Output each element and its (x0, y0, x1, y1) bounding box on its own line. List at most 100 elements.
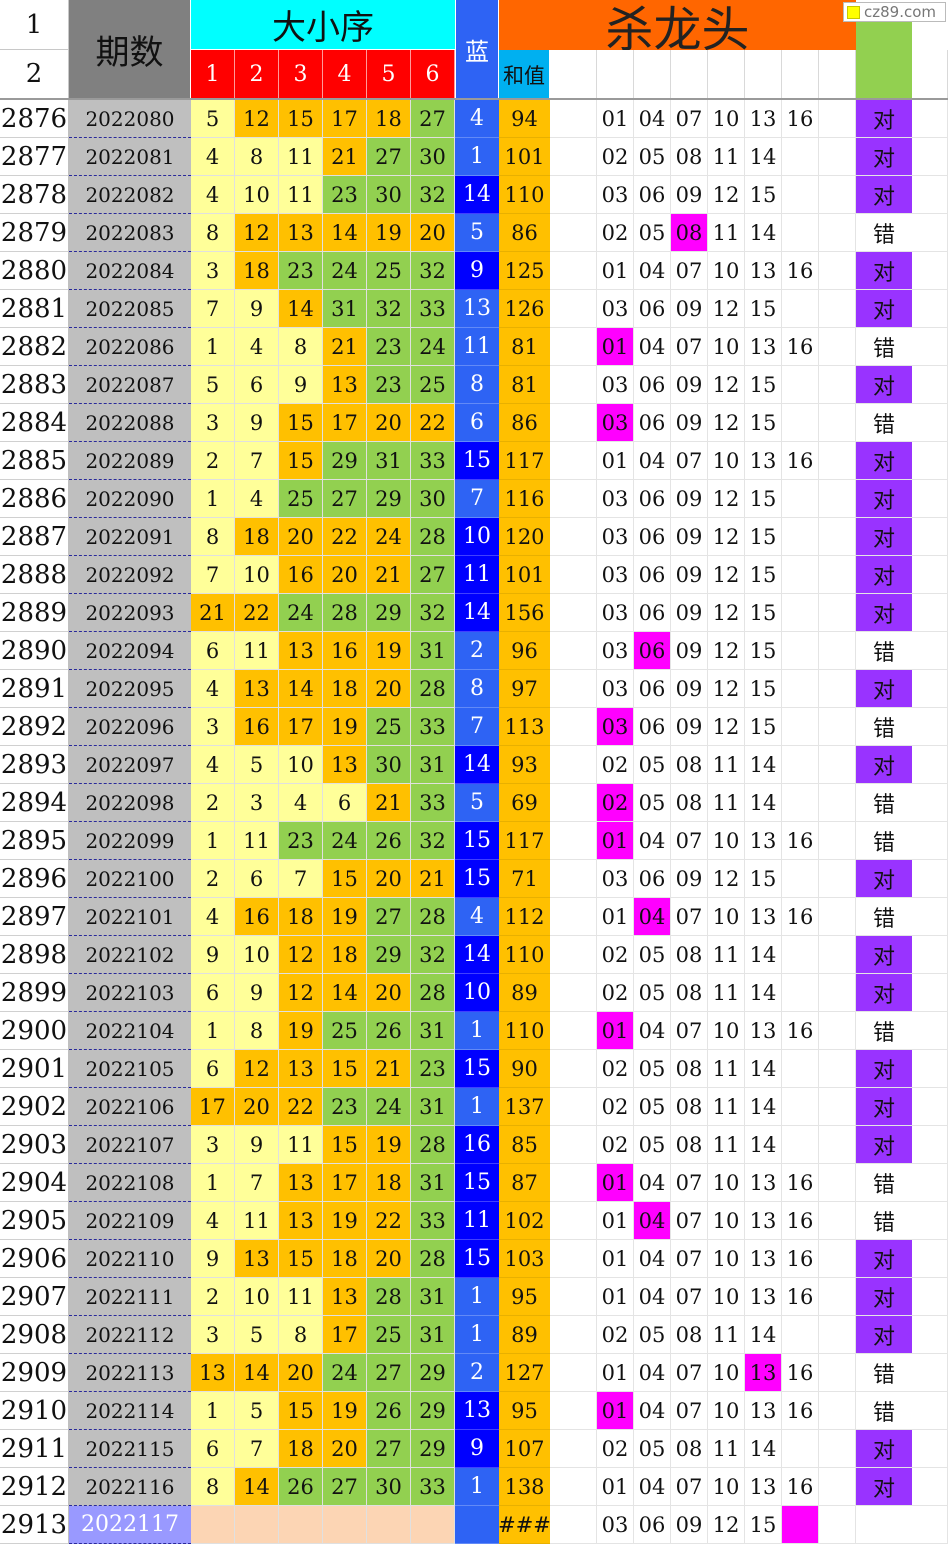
row-number[interactable]: 2876 (0, 100, 69, 138)
row-number-1[interactable]: 1 (0, 0, 69, 50)
red-ball-cell (323, 1506, 367, 1544)
sum-cell: 120 (499, 518, 550, 556)
kill-number: 04 (634, 1240, 671, 1278)
kill-number (782, 746, 819, 784)
row-number[interactable]: 2912 (0, 1468, 69, 1506)
empty-cell (819, 1278, 856, 1316)
kill-number: 16 (782, 1392, 819, 1430)
result-cell: 对 (856, 936, 912, 974)
row-number[interactable]: 2889 (0, 594, 69, 632)
kill-number (782, 1430, 819, 1468)
period-cell: 2022087 (69, 366, 191, 404)
result-cell: 错 (856, 708, 912, 746)
row-number[interactable]: 2907 (0, 1278, 69, 1316)
row-number[interactable]: 2901 (0, 1050, 69, 1088)
sum-cell: 112 (499, 898, 550, 936)
row-number[interactable]: 2890 (0, 632, 69, 670)
header-empty-cell (912, 50, 948, 99)
red-ball-cell: 5 (235, 1316, 279, 1354)
red-ball-cell: 9 (191, 1240, 235, 1278)
row-number[interactable]: 2891 (0, 670, 69, 708)
sum-cell: 103 (499, 1240, 550, 1278)
empty-cell (819, 1126, 856, 1164)
row-number[interactable]: 2909 (0, 1354, 69, 1392)
kill-number: 05 (634, 1126, 671, 1164)
row-number[interactable]: 2895 (0, 822, 69, 860)
empty-cell (912, 860, 948, 898)
blue-ball-cell: 10 (455, 974, 499, 1012)
red-ball-cell: 4 (191, 1202, 235, 1240)
empty-cell (550, 1392, 597, 1430)
row-number[interactable]: 2887 (0, 518, 69, 556)
row-number[interactable]: 2885 (0, 442, 69, 480)
kill-number (782, 1050, 819, 1088)
sum-cell: 95 (499, 1392, 550, 1430)
red-ball-cell: 16 (235, 898, 279, 936)
row-number[interactable]: 2906 (0, 1240, 69, 1278)
row-number[interactable]: 2905 (0, 1202, 69, 1240)
row-number[interactable]: 2892 (0, 708, 69, 746)
red-ball-cell: 23 (279, 822, 323, 860)
empty-cell (550, 442, 597, 480)
row-number[interactable]: 2884 (0, 404, 69, 442)
row-number[interactable]: 2877 (0, 138, 69, 176)
row-number[interactable]: 2911 (0, 1430, 69, 1468)
red-ball-cell: 29 (367, 936, 411, 974)
empty-cell (912, 708, 948, 746)
result-cell: 对 (856, 100, 912, 138)
kill-number: 07 (671, 1354, 708, 1392)
result-cell: 对 (856, 1278, 912, 1316)
sum-cell: 69 (499, 784, 550, 822)
kill-number: 04 (634, 1164, 671, 1202)
kill-number: 09 (671, 404, 708, 442)
red-ball-cell: 23 (411, 1050, 455, 1088)
row-number[interactable]: 2900 (0, 1012, 69, 1050)
empty-cell (819, 1354, 856, 1392)
row-number[interactable]: 2910 (0, 1392, 69, 1430)
ball-col-header-3: 3 (279, 50, 323, 99)
red-ball-cell: 5 (235, 746, 279, 784)
kill-number: 10 (708, 1468, 745, 1506)
row-number[interactable]: 2902 (0, 1088, 69, 1126)
row-number[interactable]: 2903 (0, 1126, 69, 1164)
red-ball-cell: 21 (323, 138, 367, 176)
header-empty-cell (634, 50, 671, 99)
row-number[interactable]: 2880 (0, 252, 69, 290)
row-number[interactable]: 2883 (0, 366, 69, 404)
kill-number: 04 (634, 1392, 671, 1430)
red-ball-cell: 33 (411, 784, 455, 822)
period-cell: 2022103 (69, 974, 191, 1012)
row-number[interactable]: 2904 (0, 1164, 69, 1202)
row-number[interactable]: 2879 (0, 214, 69, 252)
kill-number: 04 (634, 252, 671, 290)
red-ball-cell: 28 (323, 594, 367, 632)
red-ball-cell (279, 1506, 323, 1544)
row-number[interactable]: 2896 (0, 860, 69, 898)
empty-cell (912, 404, 948, 442)
result-cell: 对 (856, 1088, 912, 1126)
red-ball-cell: 20 (411, 214, 455, 252)
red-ball-cell: 32 (411, 936, 455, 974)
row-number[interactable]: 2881 (0, 290, 69, 328)
empty-cell (819, 480, 856, 518)
result-cell: 对 (856, 1468, 912, 1506)
row-number[interactable]: 2899 (0, 974, 69, 1012)
row-number[interactable]: 2893 (0, 746, 69, 784)
row-number[interactable]: 2894 (0, 784, 69, 822)
row-number[interactable]: 2886 (0, 480, 69, 518)
row-number[interactable]: 2898 (0, 936, 69, 974)
row-number[interactable]: 2888 (0, 556, 69, 594)
row-number[interactable]: 2913 (0, 1506, 69, 1544)
kill-number: 13 (745, 328, 782, 366)
row-number[interactable]: 2882 (0, 328, 69, 366)
period-cell: 2022092 (69, 556, 191, 594)
row-number[interactable]: 2878 (0, 176, 69, 214)
row-number[interactable]: 2897 (0, 898, 69, 936)
row-number[interactable]: 2908 (0, 1316, 69, 1354)
row-number-2[interactable]: 2 (0, 50, 69, 99)
red-ball-cell: 9 (191, 936, 235, 974)
kill-number (782, 708, 819, 746)
kill-number: 02 (597, 936, 634, 974)
red-ball-cell: 7 (235, 442, 279, 480)
blue-ball-cell: 15 (455, 442, 499, 480)
